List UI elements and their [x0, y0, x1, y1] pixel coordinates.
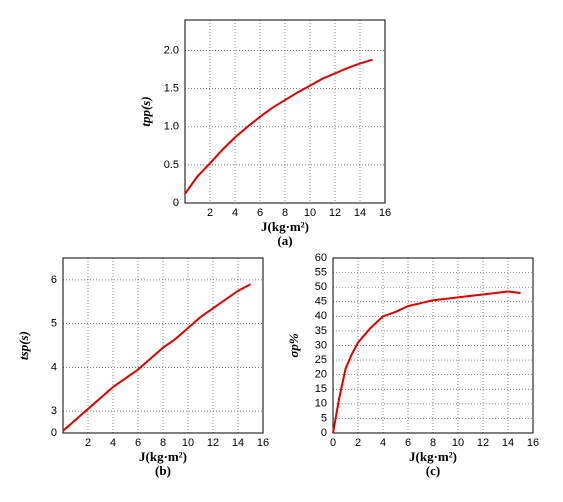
- x-tick-label: 14: [232, 437, 244, 449]
- plot-frame: [184, 19, 386, 204]
- y-tick-label: 3: [51, 405, 57, 417]
- x-tick-label: 2: [355, 437, 361, 449]
- x-tick-label: 8: [160, 437, 166, 449]
- y-axis-label: σp%: [286, 333, 301, 358]
- x-tick-label: 12: [477, 437, 489, 449]
- x-tick-label: 14: [502, 437, 514, 449]
- x-tick-label: 4: [232, 207, 238, 219]
- y-tick-label: 0.5: [164, 159, 179, 171]
- y-tick-label: 5: [321, 412, 327, 424]
- plot-frame: [62, 257, 264, 434]
- y-tick-label: 30: [315, 339, 327, 351]
- y-tick-label: 10: [315, 398, 327, 410]
- y-tick-label: 0: [321, 427, 327, 439]
- x-tick-label: 6: [257, 207, 263, 219]
- x-tick-label: 2: [85, 437, 91, 449]
- x-tick-label: 6: [135, 437, 141, 449]
- x-tick-label: 4: [380, 437, 386, 449]
- x-tick-label: 12: [329, 207, 341, 219]
- y-tick-label: 20: [315, 369, 327, 381]
- plot-frame: [332, 257, 534, 434]
- x-tick-label: 12: [207, 437, 219, 449]
- caption: (b): [155, 463, 171, 478]
- caption: (a): [277, 233, 292, 248]
- y-tick-label: 1.5: [164, 83, 179, 95]
- x-tick-label: 10: [304, 207, 316, 219]
- y-tick-label: 0: [51, 427, 57, 439]
- data-line: [332, 290, 521, 434]
- x-axis-label: J(kg·m²): [261, 219, 309, 234]
- x-tick-label: 16: [379, 207, 391, 219]
- y-tick-label: 1.0: [164, 121, 179, 133]
- y-tick-label: 45: [315, 296, 327, 308]
- y-tick-label: 55: [315, 266, 327, 278]
- x-tick-label: 8: [282, 207, 288, 219]
- x-tick-label: 6: [405, 437, 411, 449]
- x-tick-label: 14: [354, 207, 366, 219]
- x-tick-label: 0: [330, 437, 336, 449]
- y-tick-label: 0: [173, 197, 179, 209]
- x-axis-label: J(kg·m²): [409, 449, 457, 464]
- y-tick-label: 25: [315, 354, 327, 366]
- x-tick-label: 10: [182, 437, 194, 449]
- x-tick-label: 16: [257, 437, 269, 449]
- y-axis-label: tpp(s): [138, 96, 153, 126]
- y-tick-label: 2.0: [164, 44, 179, 56]
- x-tick-label: 16: [527, 437, 539, 449]
- x-axis-label: J(kg·m²): [139, 449, 187, 464]
- x-tick-label: 10: [452, 437, 464, 449]
- y-tick-label: 4: [51, 361, 57, 373]
- y-tick-label: 6: [51, 274, 57, 286]
- y-tick-label: 50: [315, 281, 327, 293]
- data-line: [62, 283, 251, 432]
- y-tick-label: 15: [315, 383, 327, 395]
- y-tick-label: 5: [51, 318, 57, 330]
- x-tick-label: 2: [207, 207, 213, 219]
- data-line: [184, 58, 373, 195]
- x-tick-label: 4: [110, 437, 116, 449]
- x-tick-label: 8: [430, 437, 436, 449]
- y-tick-label: 35: [315, 325, 327, 337]
- y-tick-label: 60: [315, 252, 327, 264]
- caption: (c): [426, 463, 440, 478]
- y-tick-label: 40: [315, 310, 327, 322]
- y-axis-label: tsp(s): [16, 331, 31, 360]
